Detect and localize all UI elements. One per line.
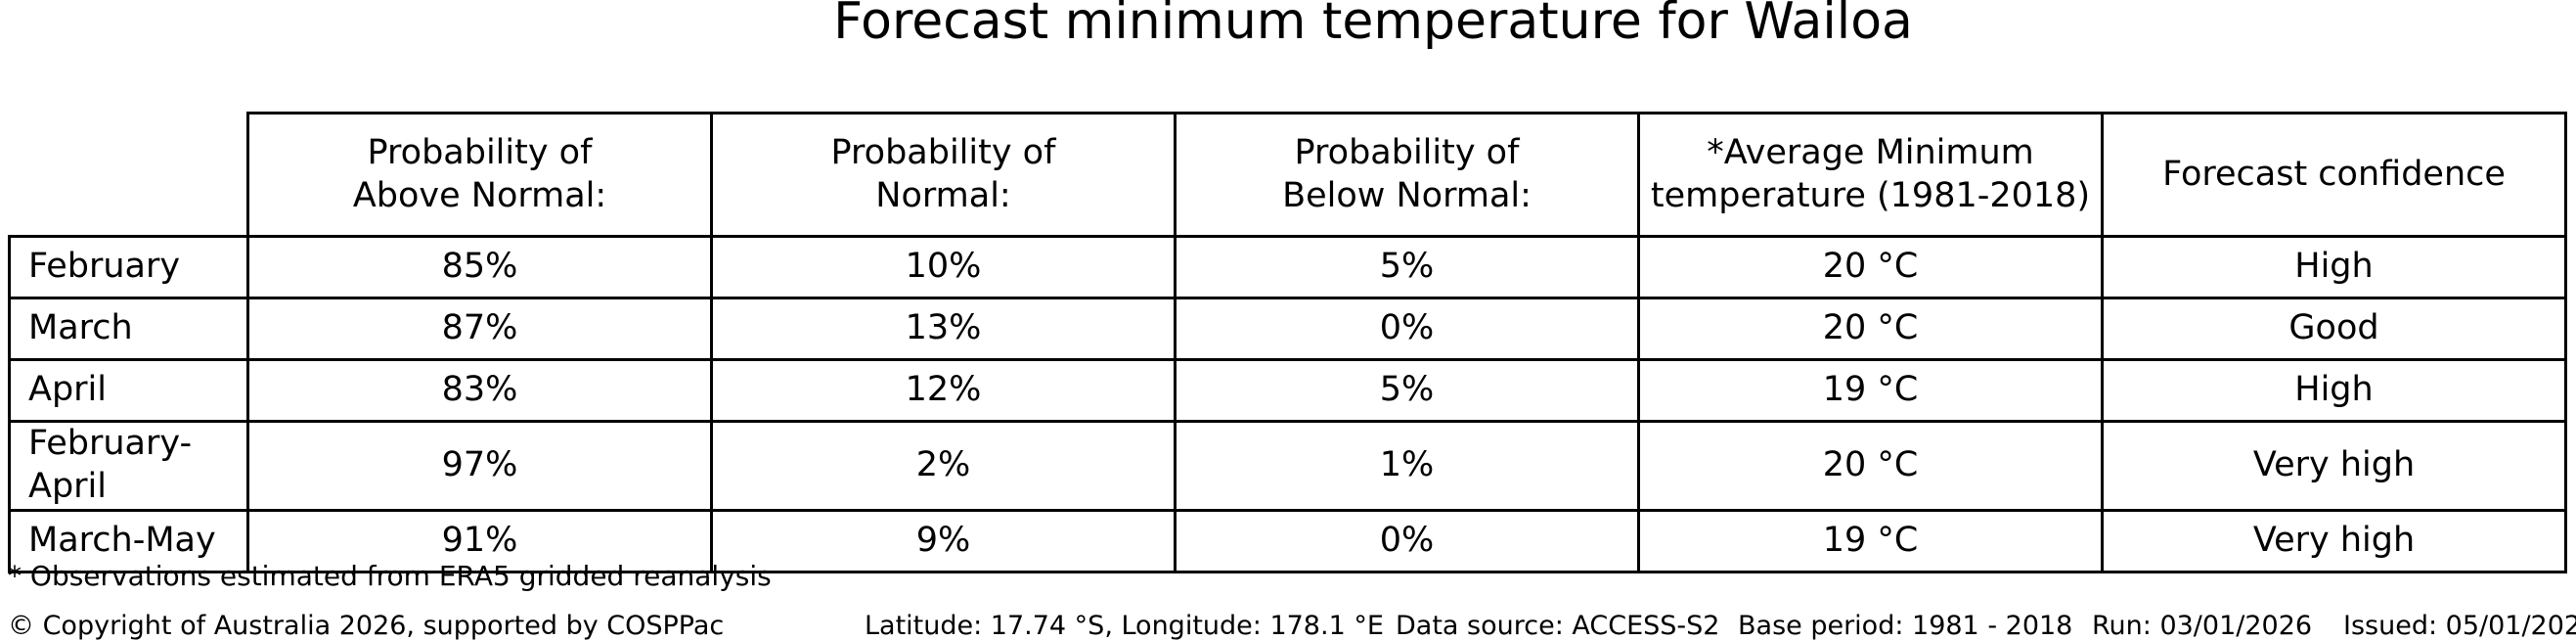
cell-confidence: High: [2101, 358, 2567, 423]
table-row-march: March 87% 13% 0% 20 °C Good: [8, 297, 2567, 361]
cell-prob-above: 83%: [246, 358, 713, 423]
cell-prob-above: 97%: [246, 420, 713, 512]
table-row-february: February 85% 10% 5% 20 °C High: [8, 235, 2567, 299]
cell-avg-min-temp: 20 °C: [1637, 420, 2104, 512]
cell-prob-normal: 2%: [710, 420, 1177, 512]
cell-confidence: Very high: [2101, 420, 2567, 512]
run-date-text: Run: 03/01/2026: [2092, 611, 2313, 641]
cell-prob-above: 87%: [246, 297, 713, 361]
cell-prob-normal: 13%: [710, 297, 1177, 361]
cell-prob-below: 1%: [1174, 420, 1640, 512]
cell-confidence: Very high: [2101, 508, 2567, 573]
footnote-era5: * Observations estimated from ERA5 gridd…: [8, 560, 772, 592]
cell-prob-normal: 10%: [710, 235, 1177, 299]
base-period-text: Base period: 1981 - 2018: [1738, 611, 2073, 641]
cell-avg-min-temp: 19 °C: [1637, 358, 2104, 423]
col-header-prob-below-normal: Probability of Below Normal:: [1174, 112, 1640, 238]
row-label: February-April: [8, 420, 249, 512]
data-source-text: Data source: ACCESS-S2: [1396, 611, 1720, 641]
row-label: March: [8, 297, 249, 361]
header-row: Probability of Above Normal: Probability…: [9, 112, 2567, 238]
col-header-forecast-confidence: Forecast confidence: [2101, 112, 2567, 238]
corner-cell: [9, 113, 248, 237]
table-row-march-may: March-May 91% 9% 0% 19 °C Very high: [8, 508, 2567, 573]
page-title: Forecast minimum temperature for Wailoa: [833, 0, 1913, 51]
cell-prob-above: 91%: [246, 508, 713, 573]
cell-avg-min-temp: 19 °C: [1637, 508, 2104, 573]
cell-prob-above: 85%: [246, 235, 713, 299]
title-bar: Forecast minimum temperature for Wailoa: [0, 0, 2576, 49]
row-label: April: [8, 358, 249, 423]
row-label: February: [8, 235, 249, 299]
cell-prob-below: 5%: [1174, 235, 1640, 299]
forecast-table: Probability of Above Normal: Probability…: [8, 112, 2567, 573]
col-header-prob-normal: Probability of Normal:: [710, 112, 1177, 238]
lat-lon-text: Latitude: 17.74 °S, Longitude: 178.1 °E: [865, 611, 1384, 641]
cell-prob-below: 0%: [1174, 297, 1640, 361]
table-row-april: April 83% 12% 5% 19 °C High: [8, 358, 2567, 423]
cell-avg-min-temp: 20 °C: [1637, 235, 2104, 299]
col-header-prob-above-normal: Probability of Above Normal:: [246, 112, 713, 238]
table-row-february-april: February-April 97% 2% 1% 20 °C Very high: [8, 420, 2567, 512]
cell-avg-min-temp: 20 °C: [1637, 297, 2104, 361]
cell-prob-below: 0%: [1174, 508, 1640, 573]
cell-confidence: High: [2101, 235, 2567, 299]
cell-prob-normal: 9%: [710, 508, 1177, 573]
cell-prob-below: 5%: [1174, 358, 1640, 423]
cell-prob-normal: 12%: [710, 358, 1177, 423]
copyright-text: © Copyright of Australia 2026, supported…: [8, 611, 725, 641]
issued-date-text: Issued: 05/01/2026: [2343, 611, 2576, 641]
col-header-avg-min-temp: *Average Minimum temperature (1981-2018): [1637, 112, 2104, 238]
cell-confidence: Good: [2101, 297, 2567, 361]
row-label: March-May: [8, 508, 249, 573]
